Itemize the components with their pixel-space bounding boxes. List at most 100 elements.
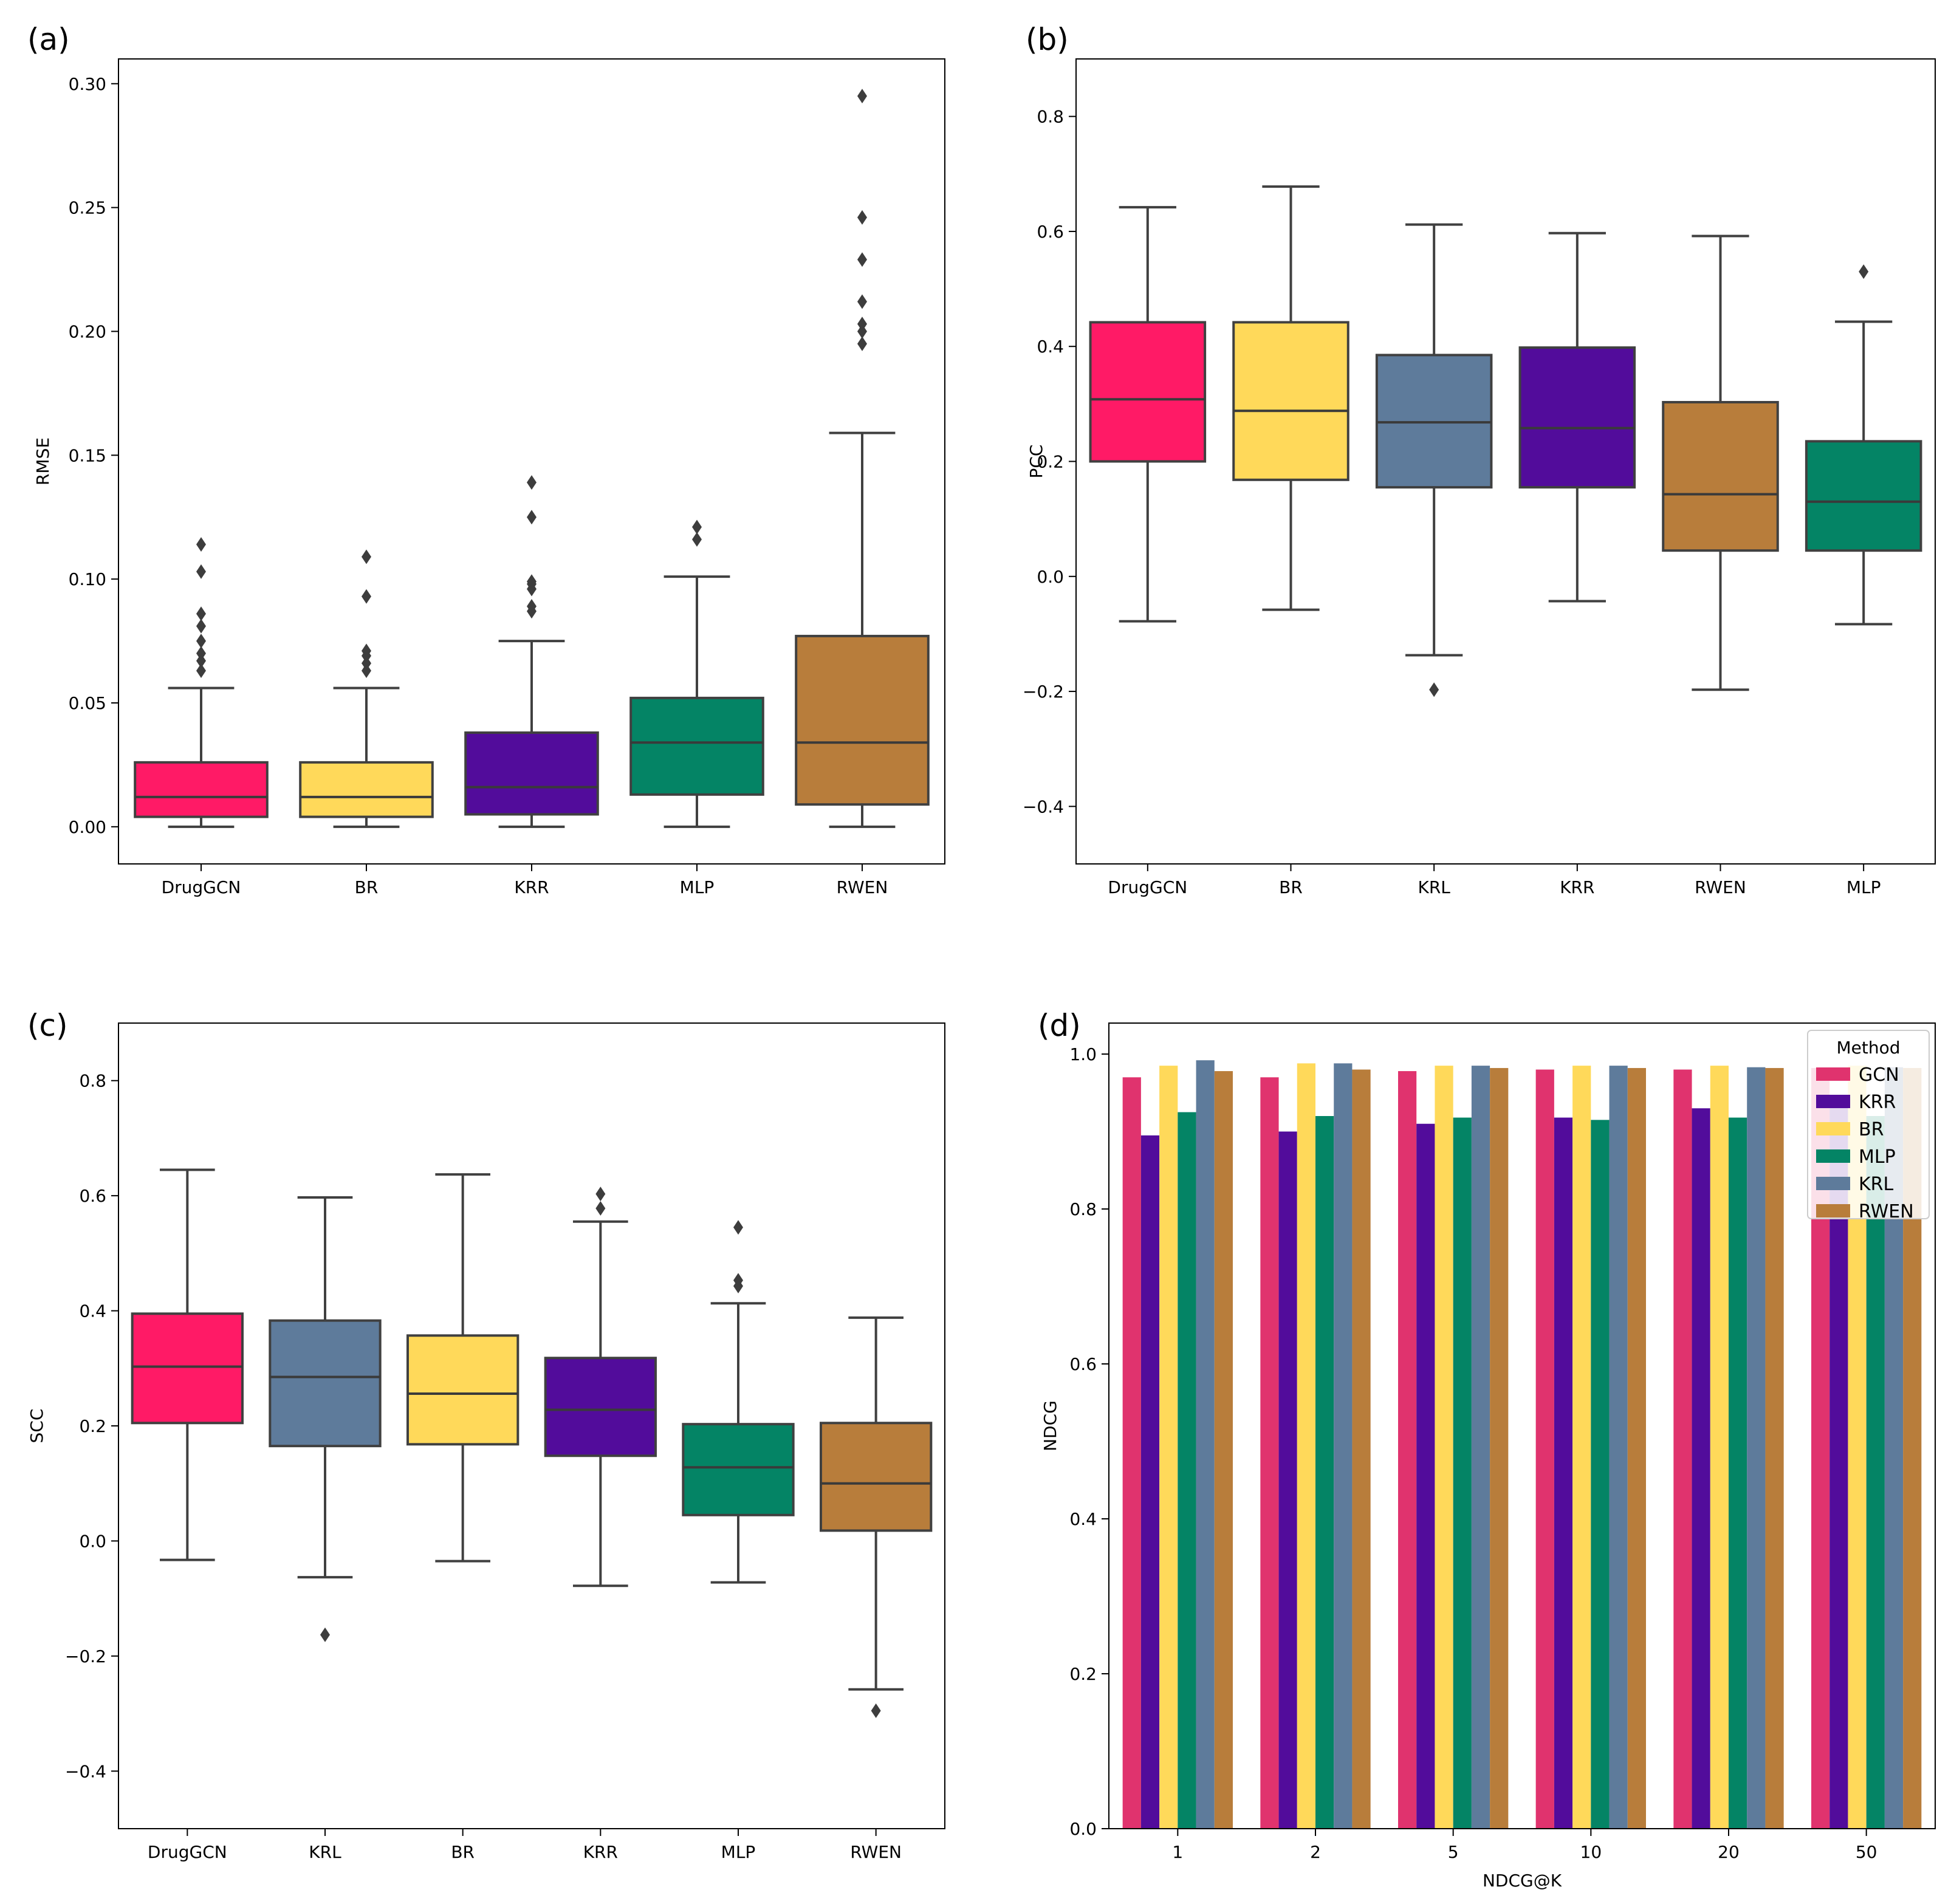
outlier-point [196,663,206,678]
outlier-point [857,294,867,309]
x-tick-label: KRL [309,1842,341,1862]
box-body [1089,321,1207,463]
outlier-point [196,646,206,661]
box-krl [1375,223,1493,697]
y-tick-label: 0.0 [1037,567,1064,587]
x-tick-label: 10 [1580,1842,1602,1862]
y-tick-label: 0.8 [79,1071,106,1091]
box-body [131,1312,244,1425]
bar-krr [1416,1123,1435,1829]
y-axis-label: NDCG [1040,1400,1060,1451]
legend-entry: KRR [1859,1092,1896,1113]
bar-rwen [1214,1071,1233,1829]
box-krl [269,1196,382,1642]
bar-rwen [1627,1067,1646,1829]
x-tick-label: 1 [1172,1842,1183,1862]
box-body [134,761,269,818]
bar-mlp [1178,1112,1196,1829]
outlier-point [857,336,867,351]
y-axis-label: SCC [27,1409,47,1443]
y-tick-label: 0.6 [79,1186,106,1206]
y-tick-label: 0.4 [79,1301,106,1321]
bar-krr [1140,1135,1160,1829]
box-body [795,634,930,806]
box-body [299,761,434,818]
y-tick-label: 0.2 [79,1416,106,1436]
axes-frame [1108,1022,1936,1829]
box-druggcn [1089,206,1207,623]
axes-frame [118,1022,945,1829]
outlier-point [1859,264,1869,279]
bar-krl [1747,1067,1766,1829]
x-tick-label: RWEN [850,1842,902,1862]
box-body [406,1334,519,1446]
box-krr [464,475,599,828]
box-rwen [820,1316,933,1718]
outlier-point [871,1703,881,1718]
outlier-point [1429,682,1439,697]
box-body [1518,346,1636,489]
bar-mlp [1591,1120,1610,1829]
outlier-point [527,475,537,490]
panel-d: (d) 0.0 0.2 0.4 0.6 0.8 1.0 NDCG 1 2 5 10 20 50 NDCG@K… [1038,1008,1936,1891]
outlier-point [527,574,537,589]
legend-swatch [1816,1149,1850,1163]
x-tick-label: DrugGCN [162,877,241,897]
outlier-point [733,1273,743,1288]
bar-mlp [1315,1116,1334,1829]
legend-title: Method [1836,1038,1900,1058]
bar-rwen [1765,1067,1784,1829]
legend-swatch [1816,1067,1850,1081]
bar-krr [1692,1108,1710,1829]
box-body [682,1423,795,1516]
bar-br [1297,1063,1315,1829]
y-tick-label: 0.00 [69,817,106,837]
bar-rwen [1490,1067,1509,1829]
box-druggcn [134,537,269,828]
axes-frame [118,58,945,865]
x-axis-label: NDCG@K [1483,1871,1562,1891]
y-tick-label: 0.05 [69,693,106,713]
x-tick-label: RWEN [1695,877,1746,897]
outlier-point [857,252,867,267]
legend-entry: KRL [1859,1174,1894,1195]
panel-letter: (c) [27,1008,68,1043]
box-mlp [629,519,764,828]
outlier-point [692,532,702,547]
box-body [1662,401,1779,552]
box-mlp [682,1220,795,1584]
x-tick-label: MLP [680,877,715,897]
x-tick-label: MLP [721,1842,756,1862]
outlier-point [595,1200,606,1216]
outlier-point [595,1187,606,1202]
bar-krr [1554,1117,1573,1829]
y-axis-label: PCC [1026,445,1046,479]
x-tick-label: DrugGCN [148,1842,227,1862]
y-tick-label: 0.4 [1037,337,1064,357]
y-tick-label: 0.10 [69,569,106,589]
x-tick-label: DrugGCN [1108,877,1187,897]
y-tick-label: 0.8 [1069,1199,1097,1219]
axes-frame [1075,58,1936,865]
y-tick-label: −0.2 [65,1646,106,1666]
outlier-point [527,599,537,614]
y-tick-label: −0.2 [1023,682,1064,702]
panel-letter: (b) [1026,22,1069,57]
x-tick-label: 2 [1310,1842,1321,1862]
panel-a: (a) 0.00 0.05 0.10 0.15 0.20 0.25 0.30 RMSE DrugG… [27,22,945,897]
box-druggcn [131,1168,244,1561]
outlier-point [362,589,371,604]
box-mlp [1805,264,1922,626]
outlier-point [196,618,206,634]
y-tick-label: 0.6 [1037,222,1064,242]
panel-c: (c) −0.4 −0.2 0.0 0.2 0.4 0.6 0.8 SCC DrugGCN KRL B… [27,1008,945,1862]
bar-br [1435,1066,1453,1829]
bar-gcn [1260,1077,1279,1829]
bar-gcn [1535,1069,1554,1829]
y-tick-label: 0.2 [1069,1664,1097,1684]
box-rwen [1662,235,1779,691]
legend-swatch [1816,1204,1850,1217]
box-body [1805,440,1922,552]
outlier-point [362,663,371,678]
box-body [1232,321,1349,481]
